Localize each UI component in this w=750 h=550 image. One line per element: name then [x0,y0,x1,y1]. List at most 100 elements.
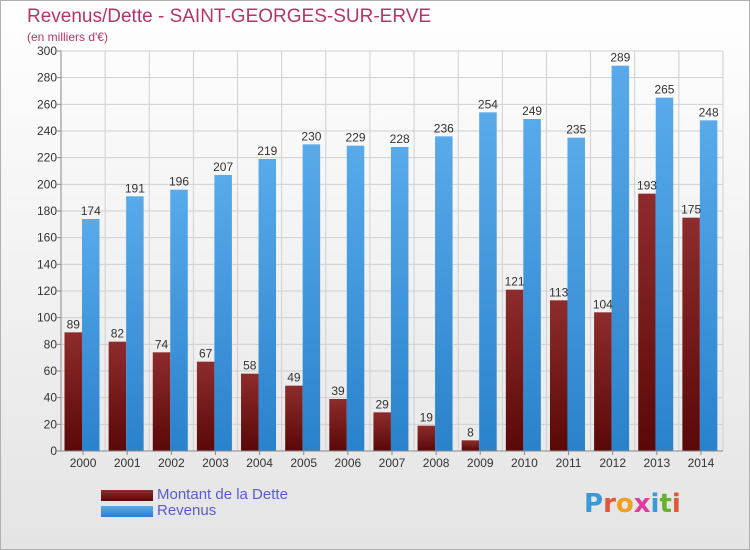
x-tick-label: 2008 [423,456,450,470]
y-tick-label: 240 [37,124,57,138]
data-label-revenus: 248 [699,105,719,119]
logo-letter: P [584,489,604,519]
y-tick-label: 40 [44,391,58,405]
bar-revenus [302,144,321,452]
data-label-dette: 82 [111,327,125,341]
data-label-revenus: 174 [81,204,101,218]
bar-revenus [523,119,541,451]
bar-revenus [258,159,277,451]
data-label-revenus: 219 [257,144,277,158]
bar-revenus [82,219,100,451]
data-label-revenus: 230 [301,129,321,143]
bar-dette [682,217,700,451]
data-label-revenus: 229 [346,131,366,145]
y-tick-label: 160 [37,231,57,245]
bar-revenus [655,97,674,452]
x-tick-label: 2002 [158,456,185,470]
y-tick-label: 100 [37,311,57,325]
bar-dette [638,193,656,451]
logo-letter: r [603,489,616,519]
y-tick-label: 300 [37,44,57,58]
bar-dette [196,361,215,451]
bar-dette [152,352,171,451]
data-label-revenus: 249 [522,104,542,118]
data-label-dette: 175 [681,203,701,217]
bar-revenus [435,136,453,452]
data-label-dette: 19 [420,411,434,425]
x-tick-label: 2012 [599,456,626,470]
bar-revenus [611,65,630,452]
data-label-dette: 49 [287,371,301,385]
data-label-dette: 121 [505,275,525,289]
y-tick-label: 220 [37,151,57,165]
data-label-dette: 113 [549,285,568,299]
bar-dette [241,373,259,451]
logo-letter: i [650,489,660,519]
data-label-dette: 29 [376,397,390,411]
x-tick-label: 2013 [643,456,670,470]
data-label-dette: 89 [67,317,81,331]
bar-dette [594,312,612,451]
data-label-revenus: 196 [169,175,189,189]
data-label-revenus: 191 [125,181,145,195]
logo-letter: t [659,489,672,519]
x-tick-label: 2009 [467,456,494,470]
legend-swatch-revenus [101,506,153,517]
logo-letter: i [671,489,681,519]
x-tick-label: 2000 [70,456,97,470]
bar-dette [505,289,524,451]
logo-letter: o [615,489,634,519]
data-label-revenus: 228 [390,132,410,146]
data-label-dette: 74 [155,337,169,351]
x-tick-label: 2005 [290,456,317,470]
y-tick-label: 180 [37,204,57,218]
x-tick-label: 2011 [556,456,582,470]
legend-swatch-dette [101,490,153,501]
x-tick-label: 2014 [688,456,715,470]
logo-letter: x [633,489,651,519]
bar-revenus [567,137,585,451]
bar-dette [549,300,568,451]
bar-revenus [390,147,409,451]
x-tick-label: 2010 [511,456,538,470]
legend-label-revenus: Revenus [157,502,217,519]
bar-revenus [346,145,365,451]
chart-title: Revenus/Dette - SAINT-GEORGES-SUR-ERVE [27,6,432,27]
bar-dette [417,425,436,451]
data-label-dette: 39 [331,384,345,398]
bar-dette [64,332,82,451]
data-label-revenus: 207 [213,160,233,174]
y-tick-label: 80 [44,337,58,351]
data-label-dette: 104 [593,297,613,311]
x-tick-label: 2007 [379,456,406,470]
x-tick-label: 2004 [246,456,273,470]
data-label-revenus: 236 [434,121,454,135]
bar-revenus [126,196,144,451]
chart-subtitle: (en milliers d'€) [27,30,108,44]
y-tick-label: 280 [37,71,57,85]
data-label-revenus: 254 [478,97,498,111]
y-tick-label: 200 [37,177,57,191]
y-tick-label: 60 [44,364,58,378]
proxiti-logo: Proxiti [584,489,681,519]
bar-revenus [479,112,497,451]
bar-dette [329,399,347,451]
data-label-dette: 67 [199,347,213,361]
bar-dette [461,440,480,451]
y-tick-label: 20 [44,417,58,431]
bar-revenus [170,189,188,451]
bar-dette [285,385,303,451]
y-tick-label: 120 [37,284,57,298]
x-tick-label: 2006 [335,456,362,470]
data-label-dette: 193 [637,179,657,193]
data-label-revenus: 265 [654,83,674,97]
y-tick-label: 140 [37,257,57,271]
data-label-revenus: 235 [566,123,586,137]
bar-dette [108,341,127,451]
bar-dette [373,412,391,451]
y-tick-label: 260 [37,97,57,111]
data-label-dette: 58 [243,359,257,373]
data-label-revenus: 289 [610,51,630,65]
